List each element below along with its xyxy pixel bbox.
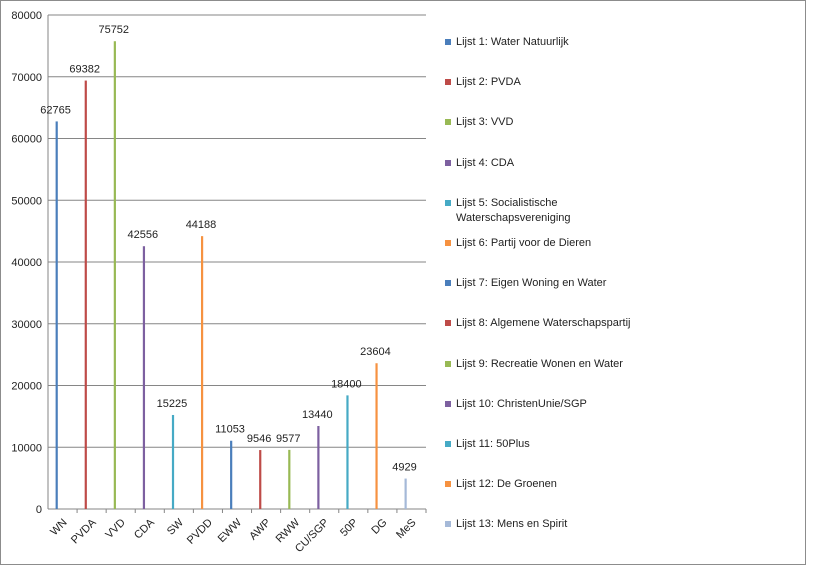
x-tick-label: WN bbox=[48, 517, 69, 538]
legend-label: Lijst 4: CDA bbox=[456, 156, 515, 169]
y-tick-label: 10000 bbox=[11, 442, 42, 454]
y-tick-label: 20000 bbox=[11, 381, 42, 393]
bar bbox=[404, 478, 407, 509]
y-tick-label: 80000 bbox=[11, 10, 42, 22]
legend-swatch bbox=[445, 521, 451, 528]
bar bbox=[171, 414, 175, 509]
x-tick-label: MeS bbox=[394, 517, 418, 541]
legend-label: Lijst 7: Eigen Woning en Water bbox=[456, 277, 607, 290]
legend-item: Lijst 13: Mens en Spirit bbox=[445, 517, 666, 532]
bar bbox=[84, 80, 87, 509]
legend-item: Lijst 3: VVD bbox=[445, 115, 666, 130]
bar bbox=[375, 363, 378, 509]
bar bbox=[230, 440, 233, 509]
bar bbox=[200, 236, 204, 509]
data-label: 9546 bbox=[247, 433, 271, 445]
legend-label: Lijst 2: PVDA bbox=[456, 76, 521, 89]
data-label: 15225 bbox=[157, 398, 188, 410]
data-label: 62765 bbox=[40, 104, 71, 116]
y-tick-label: 70000 bbox=[11, 72, 42, 84]
legend-label: Lijst 10: ChristenUnie/SGP bbox=[456, 397, 587, 410]
legend-label: Lijst 8: Algemene Waterschapspartij bbox=[456, 317, 631, 330]
data-label: 9577 bbox=[276, 433, 300, 445]
legend-swatch bbox=[445, 79, 451, 86]
bar bbox=[113, 41, 116, 510]
legend-label: Lijst 11: 50Plus bbox=[456, 438, 530, 450]
data-label: 13440 bbox=[302, 409, 333, 421]
bar bbox=[142, 246, 146, 509]
legend-item: Lijst 11: 50Plus bbox=[445, 437, 666, 452]
legend-label: Lijst 3: VVD bbox=[456, 116, 514, 129]
chart-frame bbox=[0, 0, 806, 565]
legend-swatch bbox=[445, 481, 451, 488]
legend-item: Lijst 4: CDA bbox=[445, 156, 666, 171]
x-tick-label: CDA bbox=[132, 516, 157, 541]
legend-label: Lijst 9: Recreatie Wonen en Water bbox=[456, 357, 623, 370]
data-label: 18400 bbox=[331, 378, 362, 390]
data-label: 11053 bbox=[215, 424, 245, 436]
data-label: 4929 bbox=[392, 462, 416, 474]
legend-item: Lijst 10: ChristenUnie/SGP bbox=[445, 397, 666, 412]
data-label: 69382 bbox=[69, 64, 100, 76]
legend-swatch bbox=[445, 400, 451, 407]
x-tick-label: VVD bbox=[103, 517, 128, 542]
x-tick-label: 50P bbox=[338, 517, 360, 539]
data-label: 42556 bbox=[128, 229, 159, 241]
legend-label: Lijst 6: Partij voor de Dieren bbox=[456, 237, 592, 249]
x-tick-label: SW bbox=[165, 516, 186, 537]
legend-item: Lijst 12: De Groenen bbox=[445, 477, 666, 492]
x-tick-label: DG bbox=[369, 517, 389, 537]
legend-item: Lijst 2: PVDA bbox=[445, 75, 666, 90]
y-tick-label: 0 bbox=[36, 504, 42, 516]
legend-label: Lijst 5: Socialistische Waterschapsveren… bbox=[456, 196, 571, 224]
legend-label: Lijst 12: De Groenen bbox=[456, 478, 557, 491]
legend-swatch bbox=[445, 320, 451, 327]
legend-label: Lijst 1: Water Natuurlijk bbox=[456, 36, 569, 48]
x-tick-label: AWP bbox=[247, 517, 273, 543]
legend-label: Lijst 13: Mens en Spirit bbox=[456, 518, 568, 531]
legend-swatch bbox=[445, 280, 451, 287]
legend-swatch bbox=[445, 240, 451, 246]
legend-swatch bbox=[445, 39, 451, 45]
bar bbox=[55, 121, 58, 510]
data-label: 23604 bbox=[360, 346, 391, 358]
legend-item: Lijst 9: Recreatie Wonen en Water bbox=[445, 357, 666, 372]
bar bbox=[259, 450, 262, 509]
legend-item: Lijst 6: Partij voor de Dieren bbox=[445, 236, 666, 251]
legend-item: Lijst 1: Water Natuurlijk bbox=[445, 35, 666, 50]
data-label: 75752 bbox=[98, 24, 129, 36]
y-tick-label: 30000 bbox=[11, 319, 42, 331]
legend-swatch bbox=[445, 441, 451, 447]
y-tick-label: 50000 bbox=[11, 195, 42, 207]
legend-swatch bbox=[445, 360, 451, 367]
bar bbox=[288, 449, 291, 509]
data-label: 44188 bbox=[186, 219, 217, 231]
x-tick-label: PVDA bbox=[69, 516, 99, 546]
legend-swatch bbox=[445, 119, 451, 126]
x-tick-label: PVDD bbox=[185, 517, 215, 547]
legend-item: Lijst 7: Eigen Woning en Water bbox=[445, 276, 666, 291]
bar bbox=[346, 395, 349, 509]
y-tick-label: 60000 bbox=[11, 134, 42, 146]
legend-item: Lijst 8: Algemene Waterschapspartij bbox=[445, 316, 666, 331]
legend-swatch bbox=[445, 199, 451, 206]
bar bbox=[317, 426, 320, 509]
legend-swatch bbox=[445, 159, 451, 166]
legend-item: Lijst 5: Socialistische Waterschapsveren… bbox=[445, 196, 666, 226]
y-tick-label: 40000 bbox=[11, 257, 42, 269]
x-tick-label: EWW bbox=[216, 516, 245, 545]
